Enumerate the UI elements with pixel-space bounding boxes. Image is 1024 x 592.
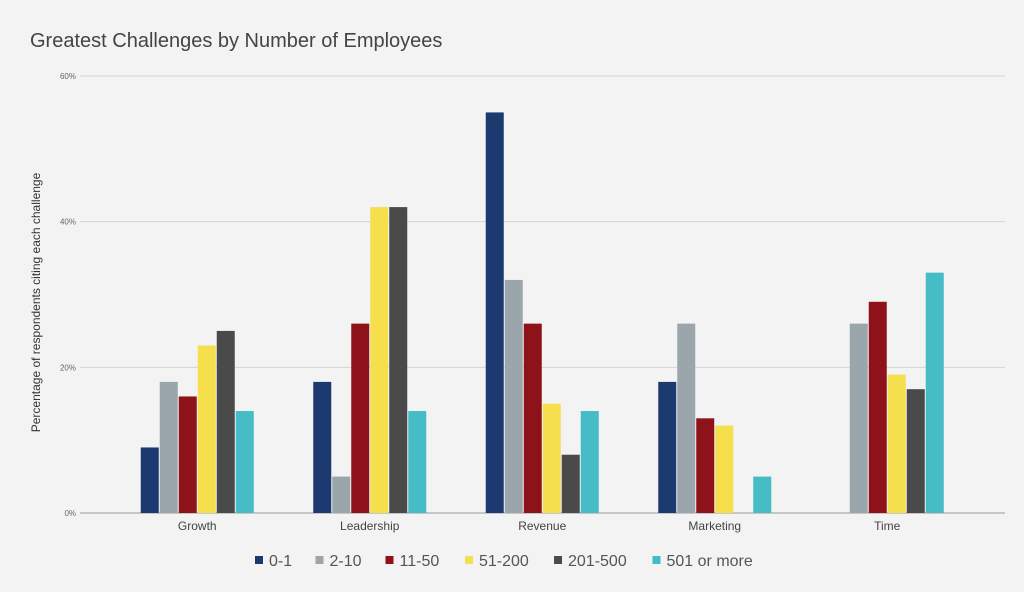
y-tick-label: 0% <box>64 509 76 518</box>
bar-201-500-revenue <box>561 454 580 513</box>
x-tick-label: Growth <box>178 519 217 533</box>
legend-label: 11-50 <box>400 553 440 570</box>
bar-2-10-growth <box>159 381 178 513</box>
bar-11-50-revenue <box>523 323 542 513</box>
legend-label: 2-10 <box>330 553 362 570</box>
legend-swatch <box>652 556 661 564</box>
bar-501-or-more-revenue <box>580 411 599 513</box>
legend-swatch <box>255 556 263 564</box>
bar-2-10-revenue <box>504 279 523 513</box>
bar-51-200-revenue <box>542 403 561 513</box>
y-tick-label: 60% <box>60 72 76 81</box>
legend-swatch <box>554 556 562 564</box>
x-tick-label: Revenue <box>518 519 566 533</box>
bar-501-or-more-leadership <box>408 411 427 513</box>
bar-501-or-more-marketing <box>753 476 772 513</box>
bar-51-200-marketing <box>715 425 734 513</box>
x-tick-label: Marketing <box>688 519 741 533</box>
bar-0-1-revenue <box>485 112 504 514</box>
legend-label: 201-500 <box>568 553 627 570</box>
bar-2-10-leadership <box>332 476 351 513</box>
bar-51-200-leadership <box>370 207 389 513</box>
y-tick-label: 20% <box>60 363 76 372</box>
x-tick-label: Leadership <box>340 519 400 533</box>
bar-0-1-growth <box>140 447 159 513</box>
bar-11-50-marketing <box>696 418 715 513</box>
bar-11-50-time <box>868 301 887 513</box>
bar-2-10-marketing <box>677 323 696 513</box>
bar-201-500-growth <box>216 330 235 513</box>
legend-label: 51-200 <box>479 553 529 570</box>
legend-swatch <box>315 556 324 564</box>
bar-0-1-leadership <box>313 381 332 513</box>
bar-11-50-growth <box>178 396 197 513</box>
y-axis-label: Percentage of respondents citing each ch… <box>29 172 43 432</box>
bar-51-200-growth <box>197 345 216 513</box>
bar-0-1-marketing <box>658 381 677 513</box>
bar-51-200-time <box>887 374 906 513</box>
bar-2-10-time <box>849 323 868 513</box>
bar-11-50-leadership <box>351 323 370 513</box>
bar-201-500-leadership <box>389 207 408 513</box>
legend-label: 501 or more <box>667 553 753 570</box>
bar-501-or-more-growth <box>235 411 254 513</box>
y-tick-label: 40% <box>60 218 76 227</box>
legend-swatch <box>385 556 394 564</box>
bar-201-500-time <box>906 389 925 513</box>
x-tick-label: Time <box>874 519 901 533</box>
chart-title: Greatest Challenges by Number of Employe… <box>30 30 443 52</box>
legend-swatch <box>465 556 473 564</box>
legend-label: 0-1 <box>269 553 292 570</box>
bar-501-or-more-time <box>925 272 944 513</box>
